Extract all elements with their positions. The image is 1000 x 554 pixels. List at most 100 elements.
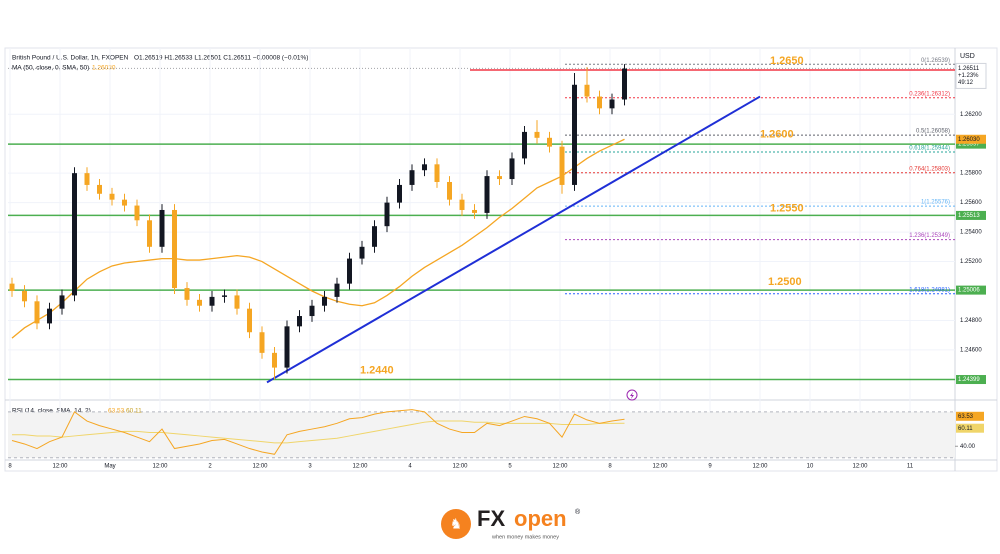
- logo-emblem: [441, 509, 471, 539]
- candle-body: [122, 199, 127, 206]
- y-tick-label: 1.25200: [960, 259, 982, 265]
- x-tick-label: 10: [807, 464, 814, 470]
- event-icon[interactable]: [626, 389, 638, 401]
- x-tick-label: 3: [308, 464, 312, 470]
- y-tick-label: 1.24600: [960, 347, 982, 353]
- candle-body: [334, 283, 340, 297]
- logo: ♞ FX open ® when money makes money: [441, 506, 581, 540]
- x-tick-label: 12:00: [552, 464, 568, 470]
- candle-body: [197, 299, 202, 306]
- annotation-label: 1.2600: [760, 129, 794, 141]
- candle-body: [409, 170, 415, 185]
- level-badge-label: 1.25513: [958, 213, 980, 219]
- candle-body: [172, 209, 177, 289]
- candle-body: [497, 176, 502, 180]
- rsi-line: [11, 409, 625, 455]
- x-tick-label: 8: [608, 464, 612, 470]
- x-tick-label: 8: [8, 464, 12, 470]
- bar-countdown: 49:12: [958, 80, 974, 86]
- candle-body: [484, 176, 490, 213]
- ma-badge: [956, 134, 986, 144]
- candle-body: [84, 173, 90, 185]
- candle-body: [284, 326, 290, 368]
- level-badge: [956, 139, 986, 149]
- level-badge: [956, 285, 986, 295]
- candle-body: [322, 296, 327, 306]
- x-tick-label: 12:00: [52, 464, 68, 470]
- candle-body: [559, 146, 565, 185]
- candle-body: [297, 316, 302, 327]
- x-tick-label: 12:00: [752, 464, 768, 470]
- candle-body: [134, 205, 140, 221]
- y-tick-label: 1.25400: [960, 230, 982, 236]
- fib-label: 1(1.25576): [921, 200, 950, 206]
- candle-body: [522, 131, 527, 159]
- rsi-badge: [956, 423, 984, 433]
- candle-body: [534, 131, 540, 138]
- candle-body: [422, 164, 427, 171]
- candle-body: [72, 173, 77, 296]
- annotation-label: 1.2500: [768, 276, 802, 288]
- candle-body: [584, 84, 590, 97]
- x-tick-label: 4: [408, 464, 412, 470]
- current-price: 1.26511: [958, 66, 980, 72]
- candle-body: [109, 193, 115, 200]
- x-tick-label: 12:00: [452, 464, 468, 470]
- rsi-legend-value: 60.11: [126, 408, 142, 415]
- ma-line: [11, 138, 625, 339]
- rsi-legend: RSI (14, close, SMA, 14, 2): [12, 408, 91, 415]
- logo-registered: ®: [575, 508, 581, 516]
- y-tick-label: 1.26200: [960, 112, 982, 118]
- candle-body: [472, 209, 477, 213]
- candle-body: [247, 308, 252, 333]
- candle-body: [397, 184, 402, 203]
- x-tick-label: 12:00: [152, 464, 168, 470]
- ma-legend: MA (50, close, 0, SMA, 50): [12, 65, 89, 72]
- candle-body: [459, 199, 465, 210]
- candle-body: [97, 184, 102, 194]
- trend-line: [266, 95, 761, 384]
- x-tick-label: 12:00: [852, 464, 868, 470]
- y-tick-label: 1.24800: [960, 318, 982, 324]
- logo-tagline: when money makes money: [491, 534, 559, 540]
- candle-body: [359, 246, 365, 259]
- annotation-label: 1.2650: [770, 55, 804, 67]
- candle-body: [509, 158, 515, 180]
- candle-body: [9, 283, 15, 291]
- fib-label: 1.236(1.25349): [909, 233, 950, 239]
- logo-brand-fx: FX: [477, 506, 505, 531]
- level-badge-label: 1.24399: [958, 377, 980, 383]
- rsi-badge-label: 60.11: [958, 426, 973, 432]
- candle-body: [609, 99, 615, 109]
- candle-body: [209, 296, 215, 306]
- level-badge-label: 1.25006: [958, 288, 980, 294]
- candle-body: [59, 295, 65, 309]
- candle-body: [22, 290, 27, 302]
- x-tick-label: 5: [508, 464, 512, 470]
- rsi-ma-line: [12, 420, 625, 444]
- candle-body: [159, 209, 165, 247]
- ma-badge-label: 1.26030: [958, 137, 980, 143]
- current-change: +1.23%: [958, 73, 979, 79]
- candle-body: [347, 258, 352, 284]
- x-tick-label: 11: [907, 464, 914, 470]
- candle-body: [622, 68, 627, 100]
- ma-value: 1.26030: [92, 65, 116, 72]
- x-tick-label: May: [104, 464, 115, 470]
- candle-body: [309, 305, 315, 317]
- fib-label: 0.236(1.26312): [909, 91, 950, 97]
- rsi-badge-label: 63.53: [958, 414, 974, 420]
- fib-label: 0.5(1.26058): [916, 129, 950, 135]
- candle-body: [234, 295, 240, 309]
- candle-body: [572, 84, 577, 185]
- x-tick-label: 2: [208, 464, 212, 470]
- level-badge: [956, 210, 986, 220]
- candle-body: [547, 137, 552, 147]
- level-badge: [956, 375, 986, 385]
- fib-label: 0.618(1.25944): [909, 146, 950, 152]
- rsi-band: [8, 411, 955, 458]
- fib-label: 0(1.26539): [921, 58, 950, 64]
- candle-body: [47, 308, 52, 324]
- current-badge: [955, 62, 987, 89]
